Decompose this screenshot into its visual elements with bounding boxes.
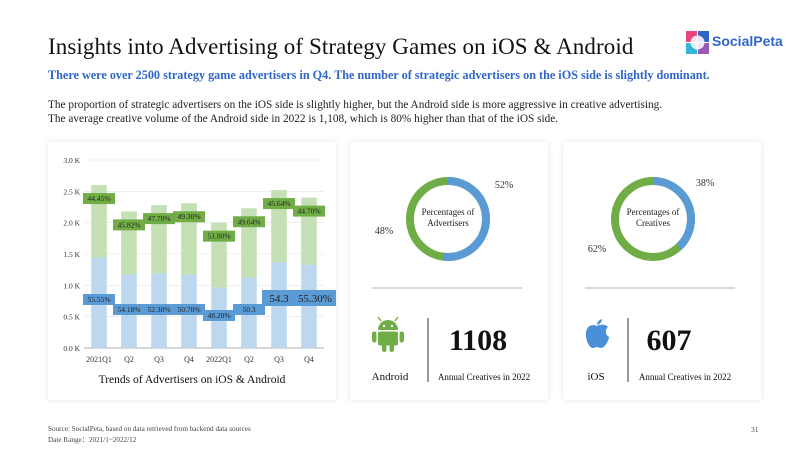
svg-text:54.3: 54.3 — [269, 293, 289, 305]
svg-text:49.30%: 49.30% — [177, 212, 200, 221]
ios-share-label: 55.30% — [289, 290, 341, 306]
svg-text:52.30%: 52.30% — [147, 305, 170, 314]
x-tick-label: Q3 — [274, 355, 284, 364]
y-tick-label: 2.5 K — [63, 187, 80, 196]
ios-bar — [301, 264, 317, 348]
android-share-label: 45.64% — [263, 198, 295, 210]
android-icon — [372, 316, 404, 352]
ios-share-label: 54.18% — [113, 304, 145, 315]
android-share-label: 47.70% — [143, 213, 175, 225]
annual-creatives-label: Annual Creatives in 2022 — [438, 372, 530, 382]
ios-share-label: 55.55% — [83, 294, 115, 305]
ios-share-label: 50.3 — [233, 304, 265, 315]
ios-segment — [406, 177, 490, 261]
ios-share-label: 52.30% — [143, 304, 175, 315]
x-tick-label: Q2 — [124, 355, 134, 364]
x-tick-label: Q2 — [244, 355, 254, 364]
svg-text:48.20%: 48.20% — [207, 311, 230, 320]
creatives-donut-chart: Percentages of Creatives 38% 62% iOS 607… — [585, 177, 735, 383]
footer-date-range: Date Range：2021/1~2022/12 — [48, 436, 137, 444]
svg-text:55.30%: 55.30% — [298, 293, 332, 305]
svg-text:50.70%: 50.70% — [177, 305, 200, 314]
android-summary-card: Percentages of Advertisers 52% 48% Andro… — [350, 142, 548, 400]
x-tick-label: 2021Q1 — [86, 355, 112, 364]
socialpeta-logo-icon — [686, 31, 709, 54]
ios-percentage: 38% — [696, 178, 714, 189]
android-percentage: 62% — [588, 244, 606, 255]
y-tick-label: 3.0 K — [63, 156, 80, 165]
android-share-label: 51.80% — [203, 230, 235, 242]
svg-text:50.3: 50.3 — [242, 305, 255, 314]
advertisers-donut-chart: Percentages of Advertisers 52% 48% Andro… — [372, 177, 530, 383]
x-tick-label: 2022Q1 — [206, 355, 232, 364]
android-percentage: 48% — [375, 226, 393, 237]
footer-source: Source: SocialPeta, based on data retrie… — [48, 425, 251, 433]
y-tick-label: 1.0 K — [63, 281, 80, 290]
svg-text:51.80%: 51.80% — [207, 232, 230, 241]
svg-text:45.82%: 45.82% — [117, 220, 140, 229]
donut-center-label-line1: Percentages of — [627, 207, 680, 217]
svg-text:54.18%: 54.18% — [117, 305, 140, 314]
chart-title: Trends of Advertisers on iOS & Android — [99, 374, 286, 386]
page-number: 31 — [751, 425, 759, 434]
advertisers-trend-card: 44.45% 55.55% 45.82% 54.18% 47.70% 52.30% 49.3… — [48, 142, 341, 400]
annual-creatives-value: 607 — [647, 324, 692, 357]
x-tick-label: Q4 — [184, 355, 194, 364]
socialpeta-logo-text: SocialPeta — [712, 33, 783, 49]
svg-text:47.70%: 47.70% — [147, 214, 170, 223]
ios-summary-card: Percentages of Creatives 38% 62% iOS 607… — [563, 142, 761, 400]
y-tick-label: 2.0 K — [63, 219, 80, 228]
android-share-label: 44.70% — [293, 205, 325, 217]
socialpeta-logo — [684, 28, 796, 58]
x-tick-label: Q4 — [304, 355, 314, 364]
donut-center-label-line1: Percentages of — [422, 207, 475, 217]
svg-text:44.70%: 44.70% — [297, 207, 320, 216]
page-title: Insights into Advertising of Strategy Ga… — [48, 34, 634, 59]
android-share-label: 44.45% — [83, 193, 115, 205]
ios-share-label: 50.70% — [173, 304, 205, 315]
summary-paragraph: The proportion of strategic advertisers … — [48, 99, 663, 125]
android-share-label: 45.82% — [113, 219, 145, 231]
annual-creatives-label: Annual Creatives in 2022 — [639, 372, 731, 382]
y-tick-label: 0.0 K — [63, 344, 80, 353]
platform-label: iOS — [587, 371, 604, 383]
platform-label: Android — [372, 371, 409, 383]
donut-center-label-line2: Creatives — [636, 218, 670, 228]
page-subtitle: There were over 2500 strategy game adver… — [48, 68, 710, 82]
svg-text:44.45%: 44.45% — [87, 194, 110, 203]
svg-text:55.55%: 55.55% — [87, 295, 110, 304]
svg-text:49.64%: 49.64% — [237, 217, 260, 226]
advertisers-bar-chart: 44.45% 55.55% 45.82% 54.18% 47.70% 52.30% 49.3… — [63, 156, 341, 386]
ios-percentage: 52% — [495, 180, 513, 191]
svg-text:45.64%: 45.64% — [267, 199, 290, 208]
android-share-label: 49.30% — [173, 211, 205, 223]
y-tick-label: 1.5 K — [63, 250, 80, 259]
donut-center-label-line2: Advertisers — [427, 218, 469, 228]
x-tick-label: Q3 — [154, 355, 164, 364]
android-share-label: 49.64% — [233, 216, 265, 228]
ios-share-label: 54.3 — [262, 290, 296, 306]
ios-share-label: 48.20% — [203, 310, 235, 321]
ios-segment — [611, 177, 695, 261]
apple-icon — [585, 319, 609, 348]
y-tick-label: 0.5 K — [63, 313, 80, 322]
annual-creatives-value: 1108 — [449, 324, 507, 357]
